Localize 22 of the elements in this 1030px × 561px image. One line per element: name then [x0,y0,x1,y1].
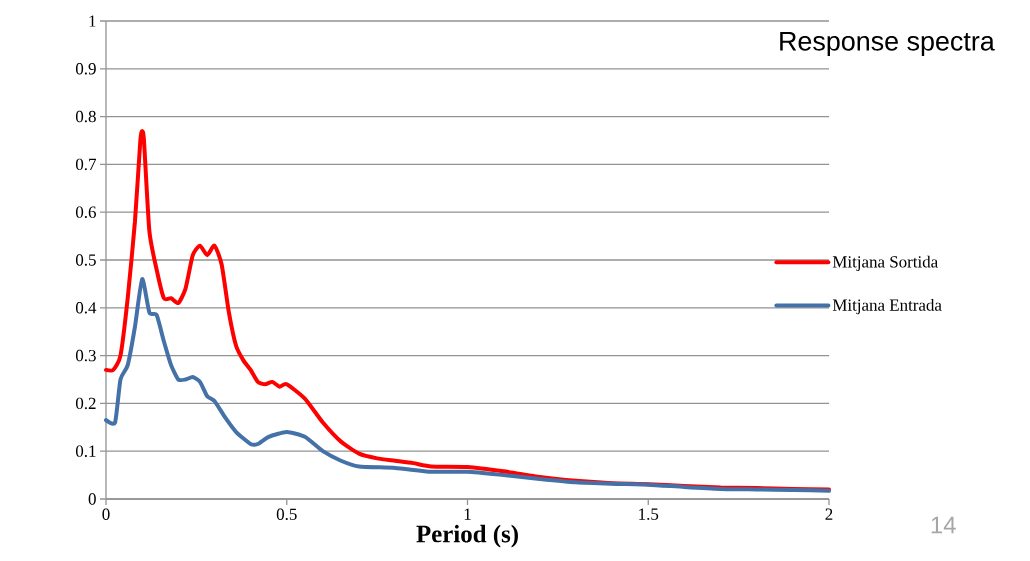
y-tick-label: 0.6 [75,206,96,218]
x-tick-label: 1.5 [639,508,659,520]
x-tick-label: 1 [464,508,471,520]
y-tick-label: 0.3 [75,349,96,362]
line-series [104,277,832,493]
y-tick-label: 0.7 [75,158,97,171]
y-tick-label: 0.5 [75,254,96,266]
y-tick-label: 0 [88,493,96,505]
y-tick-label: 0.1 [75,445,96,457]
y-tick-label: 0.2 [75,397,96,410]
y-tick-label: 0.8 [75,110,96,123]
text: Response spectra [780,31,995,57]
x-tick-label: 0 [102,508,110,520]
x-axis-title: Period (s) [416,524,518,548]
y-tick-label: 0.9 [75,63,96,75]
y-tick-label: 0.4 [75,302,97,314]
y-tick-label: 1 [89,15,96,27]
x-tick-label: 0.5 [276,508,297,520]
legend-label: Mitjana Sortida [832,255,938,272]
text: 14 [931,516,956,534]
legend-label: Mitjana Entrada [832,298,942,315]
x-tick-label: 2 [825,508,833,520]
